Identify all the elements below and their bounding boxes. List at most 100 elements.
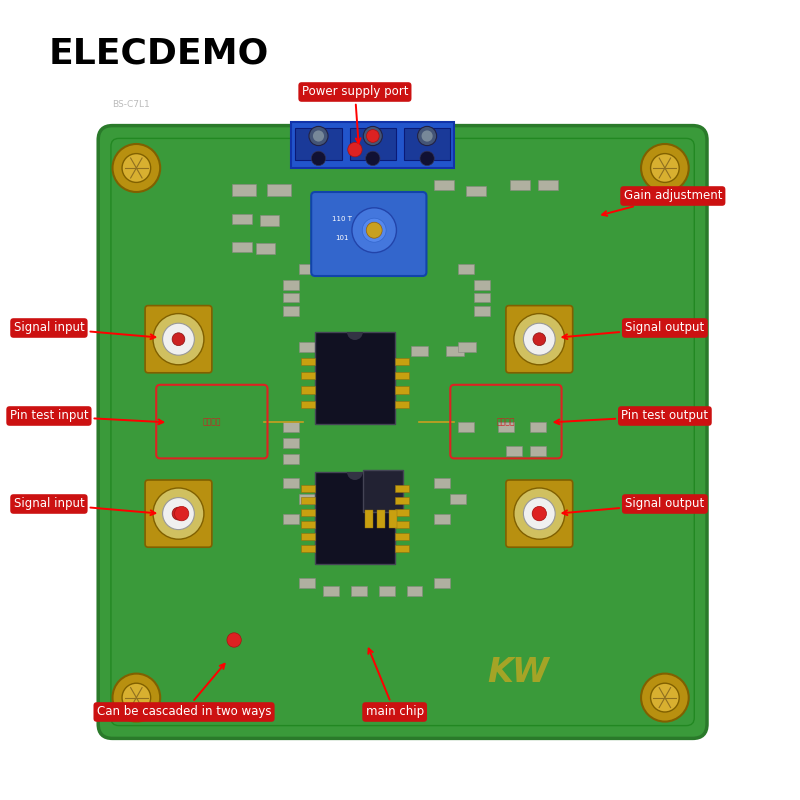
Bar xyxy=(474,306,490,316)
Circle shape xyxy=(514,314,565,365)
Bar xyxy=(474,280,490,290)
Bar xyxy=(406,586,422,596)
Bar xyxy=(335,346,353,356)
Bar xyxy=(283,280,299,290)
FancyBboxPatch shape xyxy=(145,306,212,373)
Bar xyxy=(434,578,450,588)
Text: Pin test output: Pin test output xyxy=(554,410,709,424)
FancyBboxPatch shape xyxy=(506,480,573,547)
FancyBboxPatch shape xyxy=(98,126,707,738)
Bar xyxy=(350,128,396,160)
Bar xyxy=(301,372,315,379)
Text: 信号输入: 信号输入 xyxy=(202,417,221,426)
Bar xyxy=(410,346,428,356)
Bar xyxy=(283,454,299,464)
FancyBboxPatch shape xyxy=(506,306,573,373)
Bar xyxy=(301,485,315,492)
Bar xyxy=(301,509,315,516)
Circle shape xyxy=(533,507,546,520)
Circle shape xyxy=(362,218,386,242)
Bar xyxy=(301,533,315,540)
Bar xyxy=(378,586,394,596)
Bar xyxy=(295,128,342,160)
Circle shape xyxy=(367,130,378,142)
Bar xyxy=(458,342,476,352)
Bar xyxy=(474,293,490,302)
Bar xyxy=(283,306,299,316)
Bar xyxy=(498,422,514,432)
Bar xyxy=(232,214,251,224)
Circle shape xyxy=(532,506,546,521)
Circle shape xyxy=(113,144,160,192)
Bar xyxy=(301,545,315,552)
Circle shape xyxy=(313,130,324,142)
Bar xyxy=(394,497,409,504)
Text: Signal output: Signal output xyxy=(562,322,705,339)
Bar xyxy=(530,422,546,432)
Bar xyxy=(301,386,315,394)
Bar xyxy=(283,478,299,488)
Bar xyxy=(299,578,315,588)
Bar xyxy=(255,243,275,254)
Circle shape xyxy=(422,130,433,142)
Circle shape xyxy=(122,154,150,182)
Bar xyxy=(394,358,409,365)
Text: BS-C7L1: BS-C7L1 xyxy=(113,100,150,109)
Circle shape xyxy=(348,142,362,157)
Circle shape xyxy=(641,144,689,192)
Bar xyxy=(377,510,385,528)
Text: main chip: main chip xyxy=(366,649,424,718)
Bar xyxy=(446,346,464,356)
Bar xyxy=(506,486,522,496)
Bar xyxy=(538,180,558,190)
FancyBboxPatch shape xyxy=(145,480,212,547)
Bar xyxy=(394,401,409,408)
Circle shape xyxy=(153,488,204,539)
Circle shape xyxy=(533,333,546,346)
Text: Signal output: Signal output xyxy=(562,498,705,515)
Circle shape xyxy=(366,130,379,142)
Circle shape xyxy=(641,674,689,722)
Bar xyxy=(283,422,299,432)
Bar xyxy=(506,446,522,456)
Circle shape xyxy=(352,208,397,253)
Bar xyxy=(510,180,530,190)
Text: Signal input: Signal input xyxy=(14,322,155,339)
Text: Power supply port: Power supply port xyxy=(302,86,408,143)
Bar xyxy=(283,514,299,524)
Text: Pin test input: Pin test input xyxy=(10,410,163,424)
Bar xyxy=(283,293,299,302)
Text: 101: 101 xyxy=(335,235,349,241)
Bar xyxy=(315,472,394,564)
Bar xyxy=(434,180,454,190)
Bar xyxy=(458,264,474,274)
Circle shape xyxy=(650,683,679,712)
Bar xyxy=(315,332,394,424)
Wedge shape xyxy=(347,472,363,480)
Wedge shape xyxy=(347,332,363,340)
Text: ELECDEMO: ELECDEMO xyxy=(49,36,270,70)
Circle shape xyxy=(172,507,185,520)
Bar xyxy=(301,497,315,504)
Circle shape xyxy=(162,323,194,355)
Bar xyxy=(434,478,450,488)
Bar xyxy=(267,184,291,196)
Bar xyxy=(323,586,339,596)
Bar xyxy=(434,514,450,524)
Bar xyxy=(232,184,255,196)
Bar xyxy=(404,128,450,160)
Bar xyxy=(394,509,409,516)
Bar xyxy=(530,446,546,456)
Bar xyxy=(458,422,474,432)
Bar xyxy=(301,521,315,528)
Circle shape xyxy=(523,323,555,355)
Bar xyxy=(394,521,409,528)
Circle shape xyxy=(420,151,434,166)
Text: Signal input: Signal input xyxy=(14,498,155,515)
Circle shape xyxy=(153,314,204,365)
Bar xyxy=(450,494,466,504)
Bar xyxy=(506,510,522,520)
Circle shape xyxy=(122,683,150,712)
Circle shape xyxy=(174,506,189,521)
Circle shape xyxy=(227,633,242,647)
